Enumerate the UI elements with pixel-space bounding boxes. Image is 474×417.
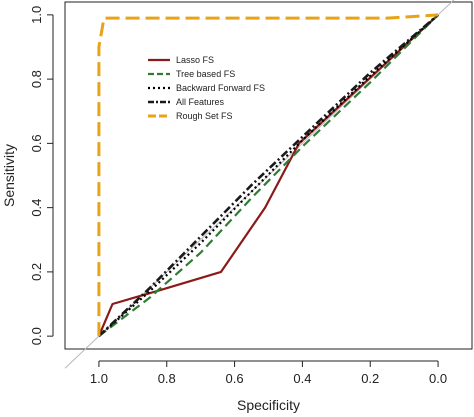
series-line-tree-based-fs: [98, 14, 439, 337]
series-line-rough-set-fs: [97, 13, 439, 337]
plot-frame: [64, 1, 473, 350]
legend-label: Rough Set FS: [176, 111, 233, 121]
x-tick-label: 0.2: [361, 371, 379, 386]
x-tick-label: 0.8: [158, 371, 176, 386]
axis-layer: 1.0 0.8 0.6 0.4 0.2 0.0 0.0 0.2 0.4 0.6 0.8 1.0: [29, 6, 447, 386]
x-tick-label: 0.4: [293, 371, 311, 386]
y-tick-label: 0.0: [29, 327, 44, 345]
x-axis-title: Specificity: [237, 397, 300, 413]
series-line-all-features: [98, 13, 439, 338]
y-tick-label: 1.0: [29, 6, 44, 24]
y-tick-label: 0.8: [29, 70, 44, 88]
legend-label: Tree based FS: [176, 69, 235, 79]
series-line-backward-forward-fs: [98, 14, 439, 337]
y-axis-title: Sensitivity: [1, 144, 17, 207]
legend-label: All Features: [176, 97, 225, 107]
legend-label: Backward Forward FS: [176, 83, 265, 93]
x-tick-label: 0.0: [429, 371, 447, 386]
legend: Lasso FS Tree based FS Backward Forward FS…: [148, 55, 265, 121]
y-tick-label: 0.4: [29, 199, 44, 217]
y-tick-label: 0.6: [29, 134, 44, 152]
series-layer: [97, 13, 439, 338]
series-line-lasso-fs: [97, 14, 439, 337]
y-tick-label: 0.2: [29, 263, 44, 281]
x-tick-label: 1.0: [90, 371, 108, 386]
legend-label: Lasso FS: [176, 55, 214, 65]
x-tick-label: 0.6: [226, 371, 244, 386]
